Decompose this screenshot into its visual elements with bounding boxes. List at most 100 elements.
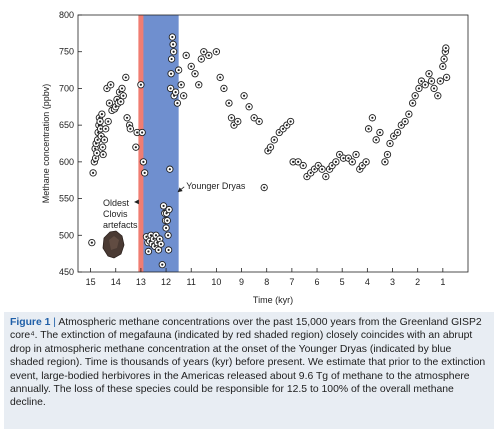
data-point-center <box>153 245 156 248</box>
data-point-center <box>136 131 139 134</box>
data-point <box>299 161 307 170</box>
data-point-center <box>269 146 272 149</box>
data-point <box>164 231 172 239</box>
data-point-center <box>334 160 338 163</box>
data-point <box>137 81 145 89</box>
x-tick-label: 1 <box>440 277 445 287</box>
data-point <box>386 139 394 148</box>
data-point-center <box>95 151 98 155</box>
data-point-center <box>159 242 163 246</box>
data-point <box>123 114 131 122</box>
data-point-center <box>100 113 104 116</box>
data-point <box>430 84 438 93</box>
data-point-center <box>167 208 171 211</box>
data-point-center <box>219 76 222 79</box>
data-point-center <box>162 204 165 208</box>
data-point-center <box>109 83 112 86</box>
data-point-center <box>427 72 431 75</box>
data-point <box>216 73 224 82</box>
data-point-center <box>99 120 102 123</box>
data-point <box>107 81 115 89</box>
data-point-center <box>227 102 231 105</box>
data-point <box>439 62 447 71</box>
data-point-center <box>200 57 203 61</box>
data-point-center <box>91 171 95 174</box>
x-tick-label: 5 <box>340 277 345 287</box>
clovis-label-line: Oldest <box>103 198 130 208</box>
data-point <box>168 33 177 41</box>
data-point-center <box>143 171 146 174</box>
plot-frame <box>77 14 469 273</box>
data-point <box>169 48 178 56</box>
data-point <box>286 117 295 126</box>
data-point-center <box>289 120 292 123</box>
data-point-center <box>101 146 104 149</box>
data-point-center <box>305 175 309 178</box>
data-point-center <box>134 146 137 149</box>
data-point <box>122 73 130 82</box>
data-point <box>132 143 140 151</box>
data-point <box>141 169 149 177</box>
data-point <box>138 128 146 137</box>
caption-text: Atmospheric methane concentrations over … <box>10 317 486 409</box>
data-point-center <box>129 127 132 130</box>
data-point-center <box>139 83 143 86</box>
data-point-center <box>392 135 395 138</box>
data-point-center <box>292 160 295 163</box>
data-point <box>372 136 380 144</box>
data-point <box>332 158 340 166</box>
data-point <box>166 84 175 93</box>
data-point <box>119 92 127 100</box>
data-point <box>100 136 109 144</box>
data-point-center <box>313 168 316 171</box>
data-point-center <box>193 72 197 75</box>
data-point-center <box>281 127 285 130</box>
data-point-center <box>125 116 129 119</box>
data-point <box>195 81 203 89</box>
data-point-center <box>242 94 246 97</box>
data-point <box>102 125 110 133</box>
data-point-center <box>207 54 210 57</box>
y-tick-label: 500 <box>59 230 74 240</box>
data-point <box>173 99 182 107</box>
data-point <box>191 70 199 78</box>
data-point-center <box>169 87 172 90</box>
data-point <box>255 117 263 126</box>
data-point <box>415 84 423 93</box>
data-point-center <box>170 57 173 61</box>
data-point <box>182 51 190 60</box>
data-point-center <box>386 153 389 156</box>
figure-caption: Figure 1 | Atmospheric methane concentra… <box>4 312 494 429</box>
data-point-center <box>328 168 331 171</box>
y-tick-label: 700 <box>59 83 74 93</box>
data-point <box>169 40 177 49</box>
data-point-center <box>114 105 117 108</box>
data-point-center <box>320 168 324 171</box>
data-point-center <box>215 50 218 53</box>
data-point <box>383 150 392 159</box>
data-point-center <box>347 157 350 160</box>
x-axis-label: Time (kyr) <box>253 295 293 305</box>
y-tick-label: 450 <box>59 267 74 277</box>
data-point-center <box>414 94 417 97</box>
data-point <box>397 121 405 129</box>
data-point <box>96 117 104 126</box>
data-point-center <box>154 234 158 237</box>
data-point <box>99 150 107 159</box>
y-tick-label: 550 <box>59 194 74 204</box>
data-point-center <box>177 68 180 72</box>
data-point-center <box>124 76 127 79</box>
data-point-center <box>361 164 364 167</box>
data-point <box>165 205 173 214</box>
data-point-center <box>317 164 320 167</box>
data-point <box>318 165 326 173</box>
data-point-center <box>103 138 106 141</box>
data-point-center <box>180 83 183 86</box>
data-points <box>88 33 451 269</box>
data-point-center <box>351 160 354 163</box>
data-point-center <box>266 149 270 152</box>
data-point <box>117 97 125 106</box>
data-point-center <box>96 138 99 141</box>
figure-label-separator: | <box>50 317 59 328</box>
data-point-center <box>407 113 410 116</box>
